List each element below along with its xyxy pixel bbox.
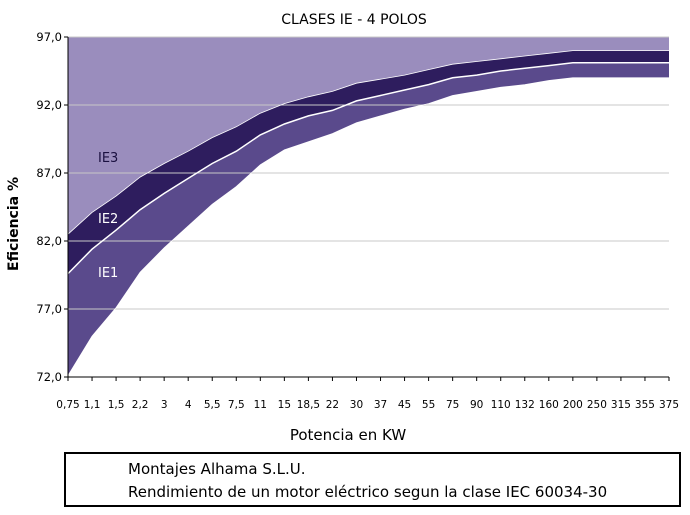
x-tick-label: 1,5 bbox=[108, 399, 125, 411]
caption-description: Rendimiento de un motor eléctrico segun … bbox=[128, 483, 608, 501]
x-tick-label: 7,5 bbox=[228, 399, 245, 411]
x-tick-label: 4 bbox=[185, 399, 192, 411]
y-axis-label: Eficiencia % bbox=[6, 177, 22, 271]
region-ie1 bbox=[68, 62, 669, 376]
x-tick-label: 1,1 bbox=[84, 399, 101, 411]
region-ie2 bbox=[68, 50, 669, 274]
y-tick-label: 82,0 bbox=[36, 234, 62, 248]
x-tick-label: 37 bbox=[374, 399, 387, 411]
x-tick-label: 3 bbox=[161, 399, 168, 411]
company-name: Montajes Alhama S.L.U. bbox=[128, 460, 306, 478]
x-tick-label: 2,2 bbox=[132, 399, 149, 411]
y-tick-label: 97,0 bbox=[36, 30, 62, 44]
x-tick-label: 250 bbox=[587, 399, 607, 411]
plot-area: IE3 IE2 IE1 bbox=[67, 36, 669, 378]
region-label-ie2: IE2 bbox=[98, 212, 118, 227]
y-tick-label: 72,0 bbox=[36, 370, 62, 384]
y-tick-label: 77,0 bbox=[36, 302, 62, 316]
x-tick-label: 18,5 bbox=[297, 399, 320, 411]
caption-box: Montajes Alhama S.L.U. Rendimiento de un… bbox=[64, 452, 681, 507]
x-tick-label: 355 bbox=[635, 399, 655, 411]
x-tick-label: 55 bbox=[422, 399, 435, 411]
x-tick-label: 5,5 bbox=[204, 399, 221, 411]
region-label-ie3: IE3 bbox=[98, 151, 118, 166]
efficiency-chart: CLASES IE - 4 POLOS IE3 IE2 IE1 72,0 77,0 82… bbox=[6, 12, 679, 444]
x-tick-label: 22 bbox=[326, 399, 339, 411]
region-label-ie1: IE1 bbox=[98, 266, 118, 281]
x-tick-label: 375 bbox=[659, 399, 679, 411]
x-tick-label: 0,75 bbox=[56, 399, 79, 411]
y-tick-label: 92,0 bbox=[36, 98, 62, 112]
series-line-ie3 bbox=[67, 50, 669, 235]
x-tick-label: 30 bbox=[350, 399, 363, 411]
x-tick-label: 315 bbox=[611, 399, 631, 411]
x-tick-label: 110 bbox=[491, 399, 511, 411]
x-tick-label: 200 bbox=[563, 399, 583, 411]
x-tick-label: 15 bbox=[278, 399, 291, 411]
x-tick-label: 90 bbox=[470, 399, 483, 411]
series-line-ie2 bbox=[67, 62, 669, 275]
region-ie3 bbox=[68, 37, 669, 235]
series-line-ie1 bbox=[67, 77, 669, 376]
x-tick-label: 75 bbox=[446, 399, 459, 411]
x-axis-label: Potencia en KW bbox=[290, 426, 406, 444]
x-tick-label: 160 bbox=[539, 399, 559, 411]
x-axis-ticks: 0,75 1,1 1,5 2,2 3 4 5,5 7,5 11 15 18,5 22 30 37 45 55 7… bbox=[56, 377, 679, 411]
x-tick-label: 11 bbox=[254, 399, 267, 411]
y-axis-ticks: 72,0 77,0 82,0 87,0 92,0 97,0 bbox=[36, 30, 68, 384]
y-tick-label: 87,0 bbox=[36, 166, 62, 180]
chart-title: CLASES IE - 4 POLOS bbox=[281, 12, 427, 28]
x-tick-label: 45 bbox=[398, 399, 411, 411]
x-tick-label: 132 bbox=[515, 399, 535, 411]
